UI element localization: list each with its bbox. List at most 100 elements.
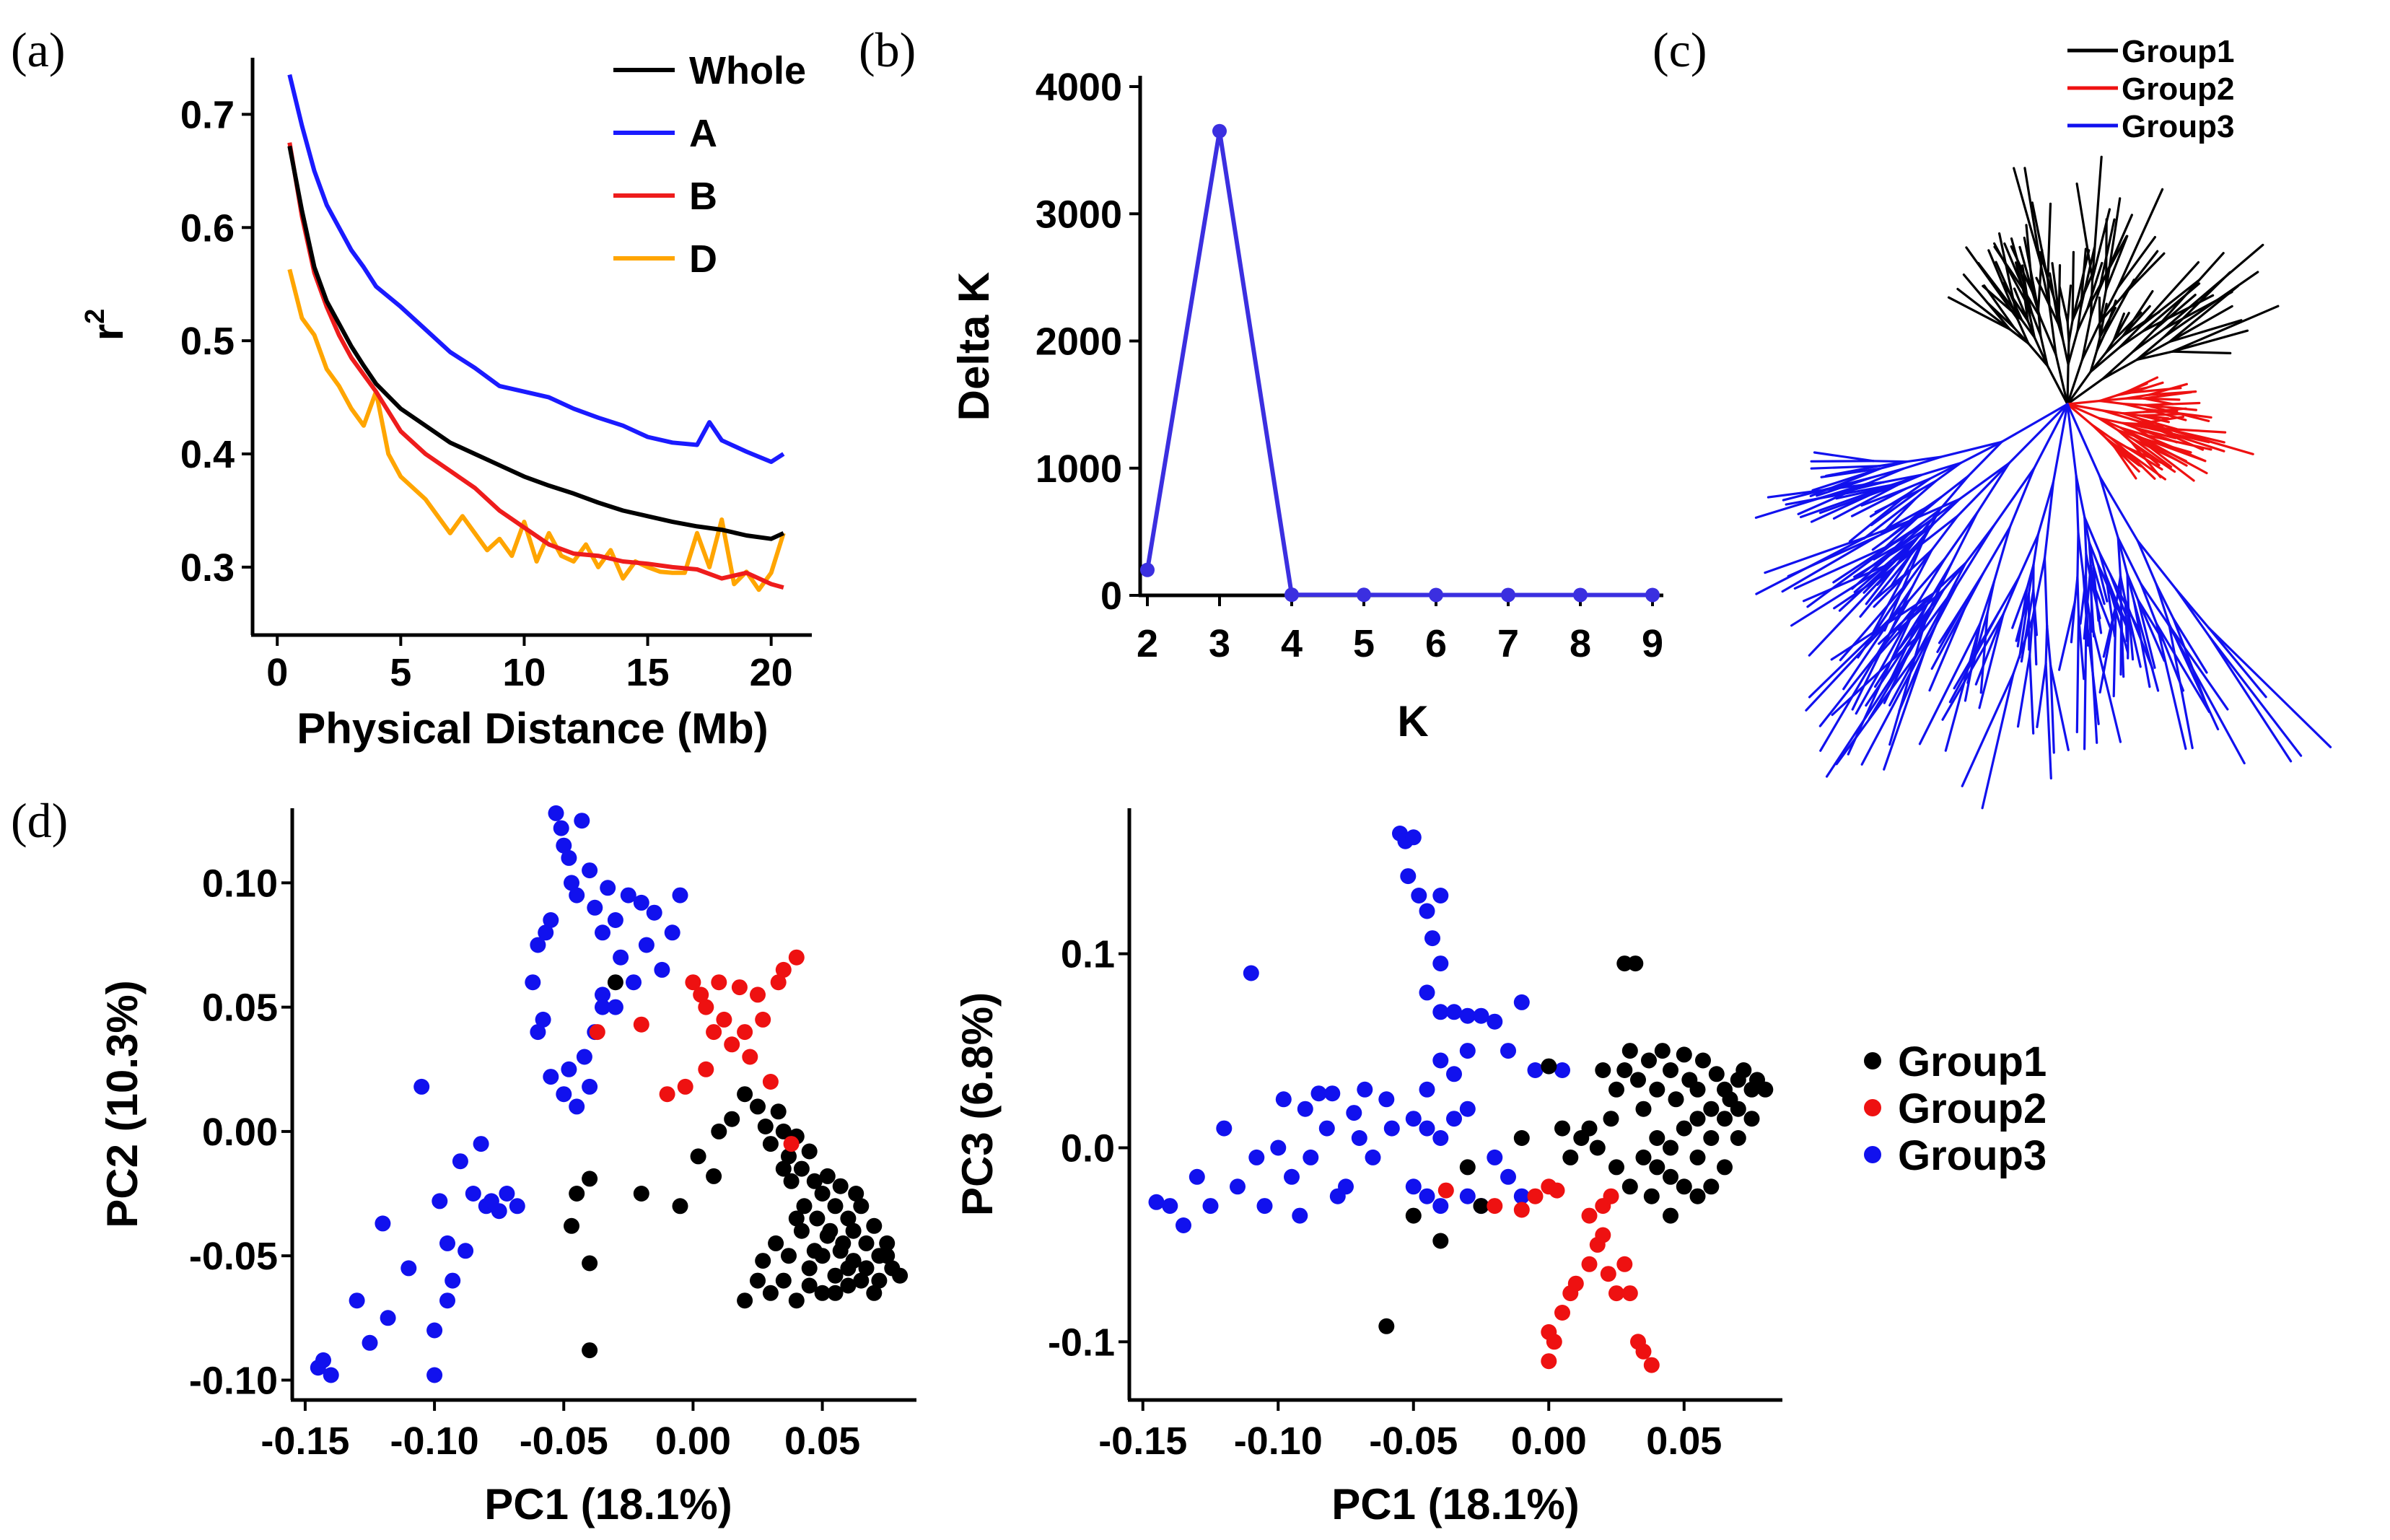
panel-a-series-d	[287, 268, 786, 592]
panel-d1-point-group1	[762, 1285, 779, 1301]
panel-d1-point-group1	[775, 1272, 792, 1289]
legend-label-a: A	[689, 112, 717, 155]
panel-b-line	[1145, 128, 1653, 598]
tree-branch	[1898, 596, 1949, 712]
tree-branch	[2105, 197, 2122, 291]
panel-d2-point-group3	[1459, 1007, 1476, 1024]
tree-branch	[2086, 261, 2104, 310]
panel-d2-xtick-label: -0.05	[1369, 1419, 1458, 1463]
tree-branch	[2089, 349, 2098, 373]
tree-branch	[2109, 437, 2128, 453]
tree-branch	[2135, 335, 2166, 361]
tree-branch	[1855, 602, 1919, 715]
tree-branch	[2137, 598, 2166, 662]
tree-branch	[2010, 237, 2034, 314]
tree-branch	[2135, 341, 2171, 361]
panel-d2-point-group3	[1405, 829, 1422, 846]
tree-branch	[1997, 576, 2021, 613]
tree-branch	[2134, 435, 2187, 463]
panel-a-xtick-label: 20	[750, 651, 793, 694]
panel-d2-point-group1	[1757, 1081, 1774, 1098]
tree-branch	[2066, 370, 2092, 406]
panel-d2-point-group3	[1270, 1139, 1287, 1156]
panel-d2-point-group3	[1338, 1178, 1354, 1195]
tree-branch	[1755, 535, 1868, 595]
tree-branch	[2089, 346, 2122, 373]
tree-branch	[2207, 626, 2332, 748]
tree-legend-label-group3: Group3	[2122, 109, 2234, 144]
panel-d2-point-group1	[1703, 1178, 1720, 1195]
tree-branch	[1905, 455, 1943, 463]
tree-branch	[2098, 475, 2139, 543]
panel-d1-point-group1	[866, 1285, 883, 1301]
panel-label-b: (b)	[859, 22, 916, 77]
tree-branch	[2016, 318, 2030, 345]
tree-branch	[1979, 611, 1989, 694]
tree-branch	[1839, 579, 1912, 662]
panel-d1-point-group1	[840, 1277, 857, 1294]
tree-branch	[1976, 462, 2010, 514]
tree-branch	[2116, 391, 2133, 397]
panel-b-ytick-label: 0	[1100, 574, 1122, 618]
panel-d1-point-group3	[538, 924, 554, 941]
panel-d2-point-group3	[1500, 1168, 1516, 1185]
panel-d1-point-group1	[840, 1210, 857, 1227]
panel-d2-point-group3	[1500, 1043, 1516, 1059]
panel-d2-point-group3	[1527, 1062, 1544, 1078]
panel-d1-point-group1	[582, 1171, 598, 1187]
panel-b-xtick-label: 5	[1353, 622, 1375, 665]
panel-d1-point-group3	[491, 1203, 507, 1220]
tree-branch	[2075, 474, 2080, 535]
tree-branch	[2027, 342, 2049, 367]
panel-d2-point-group1	[1630, 1072, 1646, 1088]
panel-d1-ytick-label: -0.10	[189, 1359, 278, 1402]
panel-d1-point-group2	[685, 974, 701, 991]
panel-d1-point-group2	[724, 1036, 740, 1053]
panel-d2-point-group3	[1162, 1198, 1178, 1215]
tree-branch	[2066, 403, 2093, 426]
tree-branch	[2168, 305, 2233, 344]
panel-d2-point-group1	[1689, 1149, 1706, 1165]
tree-branch	[1848, 492, 1910, 543]
panel-d1-point-group2	[783, 1136, 800, 1152]
panel-b-xtick-label: 7	[1497, 622, 1519, 665]
panel-d1-point-group2	[755, 1011, 771, 1028]
tree-branch	[2113, 446, 2137, 480]
panel-d2-point-group2	[1616, 1256, 1633, 1272]
tree-branch	[1904, 477, 1931, 491]
tree-branch	[2096, 563, 2123, 618]
tree-branch	[2089, 278, 2094, 318]
tree-branch	[2066, 377, 2104, 406]
panel-d1-point-group3	[535, 1011, 551, 1028]
panel-d2-point-group3	[1473, 1007, 1489, 1024]
panel-d2-point-group2	[1600, 1266, 1616, 1282]
tree-branch	[2039, 334, 2049, 367]
tree-branch	[2122, 290, 2154, 337]
tree-branch	[2171, 350, 2232, 354]
panel-d2-point-group2	[1546, 1334, 1562, 1350]
panel-a-ytick-label: 0.3	[180, 546, 235, 590]
panel-d1-point-group1	[711, 1123, 727, 1139]
panel-d1-point-group3	[426, 1322, 443, 1339]
panel-d1-point-group3	[564, 875, 579, 891]
panel-a-series-b	[287, 142, 784, 590]
tree-branch	[2048, 305, 2057, 356]
panel-d1-ytick-label: 0.00	[202, 1111, 278, 1154]
panel-d1-point-group1	[840, 1260, 857, 1277]
panel-d1-point-group1	[845, 1222, 862, 1239]
panel-d2-point-group3	[1419, 1120, 1435, 1137]
tree-branch	[1872, 460, 1909, 463]
tree-branch	[2122, 421, 2137, 429]
panel-d1-point-group1	[853, 1198, 870, 1215]
tree-branch	[2132, 327, 2166, 353]
tree-branch	[1813, 451, 1875, 463]
panel-d2-point-group1	[1616, 1062, 1633, 1078]
panel-d1-point-group3	[633, 894, 649, 911]
panel-d1-point-group1	[793, 1160, 810, 1177]
panel-d1-point-group2	[788, 949, 805, 966]
panel-d2-point-group3	[1365, 1149, 1381, 1165]
scatter-legend-label-group3: Group3	[1898, 1132, 2047, 1179]
panel-d1-point-group3	[576, 1049, 592, 1065]
tree-branch	[2109, 572, 2127, 617]
tree-branch	[2039, 315, 2057, 356]
